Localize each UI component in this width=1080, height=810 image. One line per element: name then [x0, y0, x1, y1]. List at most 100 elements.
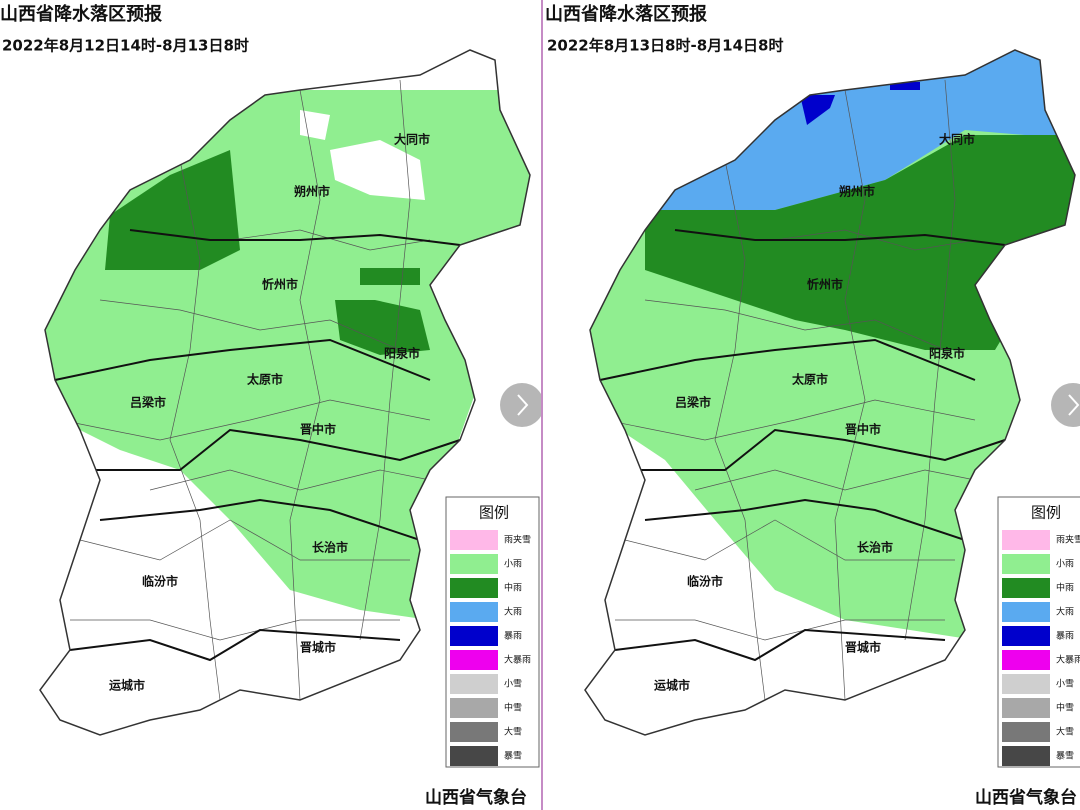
legend-label: 暴雪 [504, 751, 522, 762]
legend-swatch [450, 722, 498, 742]
legend-label: 大暴雨 [504, 654, 531, 666]
city-border [644, 498, 966, 541]
map-title: 山西省降水落区预报 [545, 3, 707, 25]
legend-label: 大雨 [504, 606, 522, 618]
city-label: 晋城市 [845, 640, 881, 655]
precip-area [335, 300, 430, 355]
legend-swatch [1002, 626, 1050, 646]
city-label: 晋中市 [300, 422, 336, 437]
legend-label: 雨夹雪 [504, 534, 531, 546]
legend-label: 中雪 [1056, 702, 1074, 714]
panel-content: 山西省降水落区预报 2022年8月13日8时-8月14日8时大同市朔州市忻州市阳泉… [545, 3, 1080, 808]
legend-label: 小雪 [1056, 679, 1074, 690]
legend-swatch [1002, 650, 1050, 670]
precip-area [800, 95, 835, 125]
legend-swatch [450, 650, 498, 670]
city-label: 朔州市 [839, 184, 875, 199]
city-border [625, 428, 1006, 471]
city-label: 阳泉市 [384, 346, 420, 361]
next-button-arrow[interactable] [1068, 394, 1080, 416]
province-outline [584, 49, 1076, 736]
issuer: 山西省气象台 [975, 787, 1077, 808]
legend-label: 雨夹雪 [1056, 534, 1080, 546]
legend-swatch [450, 626, 498, 646]
next-button-arrow[interactable] [517, 394, 529, 416]
legend-label: 大暴雨 [1056, 654, 1080, 666]
city-label: 吕梁市 [675, 395, 711, 410]
city-border [129, 229, 461, 246]
city-label: 运城市 [654, 678, 690, 693]
city-label: 忻州市 [807, 277, 843, 292]
city-label: 长治市 [857, 540, 893, 555]
precip-area [645, 135, 1075, 350]
city-label: 临汾市 [142, 574, 178, 589]
city-border [99, 498, 421, 541]
precip-area [360, 268, 420, 285]
city-label: 太原市 [247, 372, 283, 387]
city-border [69, 628, 401, 662]
county-border [359, 79, 411, 641]
county-border [229, 229, 431, 251]
county-border [169, 159, 221, 701]
county-border [79, 519, 410, 561]
legend-swatch [1002, 674, 1050, 694]
legend-swatch [1002, 578, 1050, 598]
city-label: 临汾市 [687, 574, 723, 589]
legend-swatch [1002, 554, 1050, 574]
legend-label: 暴雨 [1056, 631, 1074, 642]
legend-swatch [450, 698, 498, 718]
city-label: 大同市 [939, 132, 975, 147]
next-button-bg[interactable] [1051, 383, 1080, 427]
county-border [615, 619, 945, 641]
county-border [70, 619, 400, 641]
legend-swatch [1002, 746, 1050, 766]
map-title: 山西省降水落区预报 [0, 3, 162, 25]
county-border [834, 89, 866, 701]
legend-label: 中雨 [504, 582, 522, 594]
legend-swatch [1002, 602, 1050, 622]
county-border [714, 159, 766, 701]
legend-label: 小雪 [504, 679, 522, 690]
legend-label: 中雪 [504, 702, 522, 714]
county-border [694, 469, 976, 491]
city-label: 晋城市 [300, 640, 336, 655]
next-button[interactable] [1051, 383, 1080, 427]
legend-swatch [450, 602, 498, 622]
city-label: 忻州市 [262, 277, 298, 292]
legend-title: 图例 [479, 504, 509, 522]
city-label: 晋中市 [845, 422, 881, 437]
legend-label: 小雨 [504, 559, 522, 570]
forecast-period: 2022年8月12日14时-8月13日8时 [2, 37, 249, 55]
county-border [289, 89, 321, 701]
panel: 山西省降水落区预报 2022年8月13日8时-8月14日8时大同市朔州市忻州市阳泉… [545, 3, 1080, 808]
legend-swatch [450, 674, 498, 694]
city-border [674, 229, 1006, 246]
city-label: 阳泉市 [929, 346, 965, 361]
legend-label: 中雨 [1056, 582, 1074, 594]
legend-swatch [1002, 698, 1050, 718]
county-border [604, 399, 976, 441]
city-border [80, 428, 461, 471]
legend-swatch [450, 530, 498, 550]
county-border [644, 299, 946, 351]
county-border [904, 79, 956, 641]
city-label: 运城市 [109, 678, 145, 693]
city-label: 长治市 [312, 540, 348, 555]
issuer: 山西省气象台 [425, 787, 527, 808]
city-label: 大同市 [394, 132, 430, 147]
county-border [624, 519, 955, 561]
legend-label: 暴雪 [1056, 751, 1074, 762]
next-button-bg[interactable] [500, 383, 544, 427]
legend-label: 大雪 [504, 726, 522, 738]
legend-swatch [450, 746, 498, 766]
city-label: 太原市 [792, 372, 828, 387]
forecast-period: 2022年8月13日8时-8月14日8时 [547, 37, 783, 55]
province-map [585, 50, 1075, 735]
county-border [149, 469, 431, 491]
city-label: 吕梁市 [130, 395, 166, 410]
legend-swatch [450, 578, 498, 598]
next-button[interactable] [500, 383, 544, 427]
legend-label: 小雨 [1056, 559, 1074, 570]
